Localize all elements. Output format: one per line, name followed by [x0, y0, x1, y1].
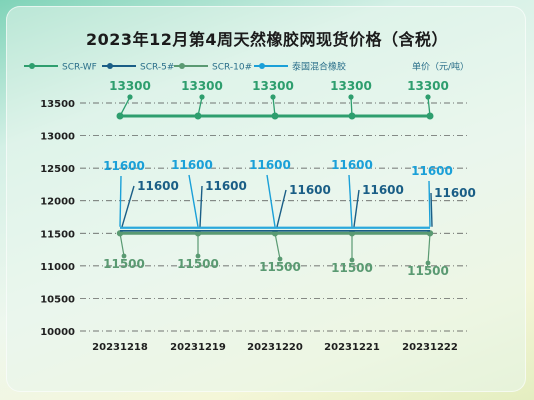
leader-dot-scrwf-4	[425, 94, 431, 100]
leader-dot-scr10-1	[195, 253, 201, 259]
leader-scr5-0	[121, 185, 135, 227]
data-label-scr10-3: 11500	[331, 261, 373, 275]
y-tick-label-10000: 10000	[40, 327, 75, 338]
data-label-thai-4: 11600	[411, 164, 453, 178]
x-tick-label-20231220: 20231220	[247, 342, 303, 353]
data-label-scr10-4: 11500	[407, 264, 449, 278]
data-label-scrwf-3: 13300	[330, 79, 372, 93]
chart-panel	[6, 6, 526, 392]
leader-dot-scrwf-0	[127, 94, 133, 100]
data-label-scr5-4: 11600	[434, 186, 476, 200]
x-tick-label-20231218: 20231218	[92, 342, 148, 353]
leader-scrwf-2	[272, 96, 276, 117]
y-tick-label-12000: 12000	[40, 197, 75, 208]
data-label-scr5-1: 11600	[205, 179, 247, 193]
leader-dot-scr10-3	[349, 257, 355, 263]
leader-scr5-2	[276, 189, 287, 227]
y-tick-label-11500: 11500	[40, 229, 75, 240]
leader-dot-scr10-4	[425, 260, 431, 266]
data-label-thai-3: 11600	[331, 158, 373, 172]
leader-scr10-0	[119, 233, 125, 257]
leader-thai-1	[188, 174, 199, 227]
leader-scr10-2	[274, 233, 281, 260]
data-label-scr5-3: 11600	[362, 183, 404, 197]
y-tick-label-12500: 12500	[40, 164, 75, 175]
legend-label-1: SCR-5#	[140, 63, 174, 73]
legend-label-2: SCR-10#	[212, 63, 252, 73]
legend-label-3: 泰国混合橡胶	[292, 61, 346, 73]
legend-marker-2	[179, 63, 185, 69]
leader-dot-scrwf-3	[348, 94, 354, 100]
legend-marker-0	[29, 63, 35, 69]
chart-title: 2023年12月第4周天然橡胶网现货价格（含税）	[86, 30, 448, 49]
data-label-scr10-0: 11500	[103, 257, 145, 271]
data-label-thai-1: 11600	[171, 158, 213, 172]
legend-marker-1	[107, 63, 113, 69]
leader-scr10-4	[427, 233, 431, 264]
leader-thai-0	[119, 175, 122, 227]
data-label-thai-2: 11600	[249, 158, 291, 172]
leader-thai-3	[348, 174, 353, 227]
leader-scrwf-1	[197, 96, 203, 117]
y-tick-label-11000: 11000	[40, 262, 75, 273]
data-label-scrwf-2: 13300	[252, 79, 294, 93]
leader-dot-scrwf-1	[199, 94, 205, 100]
leader-scrwf-4	[427, 96, 431, 117]
leader-scr5-3	[353, 189, 360, 227]
x-tick-label-20231219: 20231219	[170, 342, 226, 353]
leader-dot-scrwf-2	[270, 94, 276, 100]
data-label-scr5-0: 11600	[137, 179, 179, 193]
data-label-thai-0: 11600	[103, 159, 145, 173]
x-tick-label-20231221: 20231221	[324, 342, 380, 353]
legend-label-0: SCR-WF	[62, 63, 97, 73]
data-label-scrwf-4: 13300	[407, 79, 449, 93]
data-label-scrwf-0: 13300	[109, 79, 151, 93]
leader-thai-4	[428, 180, 431, 227]
x-tick-label-20231222: 20231222	[402, 342, 458, 353]
y-tick-label-13000: 13000	[40, 132, 75, 143]
data-label-scr5-2: 11600	[289, 183, 331, 197]
data-label-scrwf-1: 13300	[181, 79, 223, 93]
legend-marker-3	[259, 63, 265, 69]
leader-dot-scr10-2	[277, 256, 283, 262]
leader-scrwf-0	[119, 96, 131, 117]
data-label-scr10-2: 11500	[259, 260, 301, 274]
data-label-scr10-1: 11500	[177, 257, 219, 271]
leader-scr5-4	[430, 192, 433, 227]
y-tick-label-13500: 13500	[40, 99, 75, 110]
legend-unit-label: 单价（元/吨）	[412, 61, 469, 73]
leader-scr5-1	[199, 185, 203, 227]
leader-scrwf-3	[350, 96, 353, 117]
leader-dot-scr10-0	[121, 253, 127, 259]
leader-thai-2	[266, 174, 276, 227]
y-tick-label-10500: 10500	[40, 294, 75, 305]
